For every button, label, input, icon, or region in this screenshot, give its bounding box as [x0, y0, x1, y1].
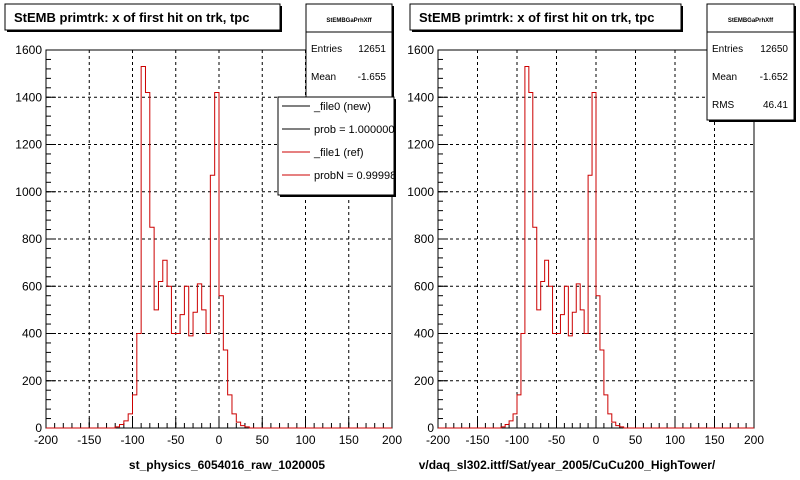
histogram-panel-2: StEMB primtrk: x of first hit on trk, tp… [407, 3, 796, 472]
legend-entry: prob = 1.000000 [314, 124, 394, 136]
title-box [4, 3, 281, 31]
stats-label: Entries [311, 44, 342, 55]
stats-label: Entries [712, 44, 743, 55]
y-tick-label: 1000 [15, 185, 42, 199]
x-tick-label: -150 [77, 433, 101, 447]
stats-label: Mean [712, 72, 737, 83]
y-tick-label: 600 [22, 279, 42, 293]
y-tick-label: 400 [414, 327, 434, 341]
x-tick-label: 0 [593, 433, 600, 447]
stats-value: -1.652 [760, 72, 789, 83]
x-tick-label: 50 [256, 433, 270, 447]
y-tick-label: 0 [35, 421, 42, 435]
stats-box [305, 3, 393, 100]
x-tick-label: 200 [744, 433, 764, 447]
y-tick-label: 200 [414, 374, 434, 388]
x-tick-label: 200 [382, 433, 402, 447]
x-tick-label: -100 [505, 433, 529, 447]
y-tick-label: 1400 [15, 90, 42, 104]
legend-entry: probN = 0.99998 [314, 170, 396, 182]
x-tick-label: 150 [339, 433, 359, 447]
x-tick-label: 100 [665, 433, 685, 447]
histogram-panel-1: StEMB primtrk: x of first hit on trk, tp… [4, 3, 402, 472]
y-tick-label: 0 [427, 421, 434, 435]
histogram-series-1 [46, 66, 392, 429]
y-tick-label: 800 [22, 232, 42, 246]
stats-label: RMS [712, 100, 735, 111]
y-tick-label: 1600 [15, 43, 42, 57]
stats-value: -1.655 [358, 72, 387, 83]
y-tick-label: 1200 [15, 138, 42, 152]
y-tick-label: 1400 [407, 90, 434, 104]
x-tick-label: 100 [295, 433, 315, 447]
x-axis-label: v/daq_sl302.ittf/Sat/year_2005/CuCu200_H… [419, 458, 716, 472]
chart-title: StEMB primtrk: x of first hit on trk, tp… [14, 10, 249, 25]
chart-title: StEMB primtrk: x of first hit on trk, tp… [419, 10, 654, 25]
y-tick-label: 1600 [407, 43, 434, 57]
y-tick-label: 1200 [407, 138, 434, 152]
legend-entry: _file0 (new) [313, 101, 371, 113]
y-tick-label: 200 [22, 374, 42, 388]
title-box [409, 3, 682, 31]
stats-value: 12650 [760, 44, 788, 55]
stats-title: StEMBGaPrhXff [326, 18, 372, 24]
x-tick-label: -200 [34, 433, 58, 447]
x-tick-label: -200 [426, 433, 450, 447]
histogram-series-1 [438, 66, 754, 429]
stats-value: 12651 [358, 44, 386, 55]
stats-box [706, 3, 795, 121]
x-axis-label: st_physics_6054016_raw_1020005 [129, 458, 325, 472]
legend-box [277, 96, 395, 196]
x-tick-label: -150 [465, 433, 489, 447]
legend-entry: _file1 (ref) [313, 147, 364, 159]
x-tick-label: 150 [704, 433, 724, 447]
x-tick-label: 50 [629, 433, 643, 447]
x-tick-label: -100 [120, 433, 144, 447]
y-tick-label: 400 [22, 327, 42, 341]
x-tick-label: 0 [216, 433, 223, 447]
stats-label: Mean [311, 72, 336, 83]
x-tick-label: -50 [548, 433, 566, 447]
y-tick-label: 600 [414, 279, 434, 293]
x-tick-label: -50 [167, 433, 185, 447]
y-tick-label: 1000 [407, 185, 434, 199]
stats-value: 46.41 [763, 100, 788, 111]
stats-title: StEMBGaPrhXff [728, 18, 774, 24]
y-tick-label: 800 [414, 232, 434, 246]
